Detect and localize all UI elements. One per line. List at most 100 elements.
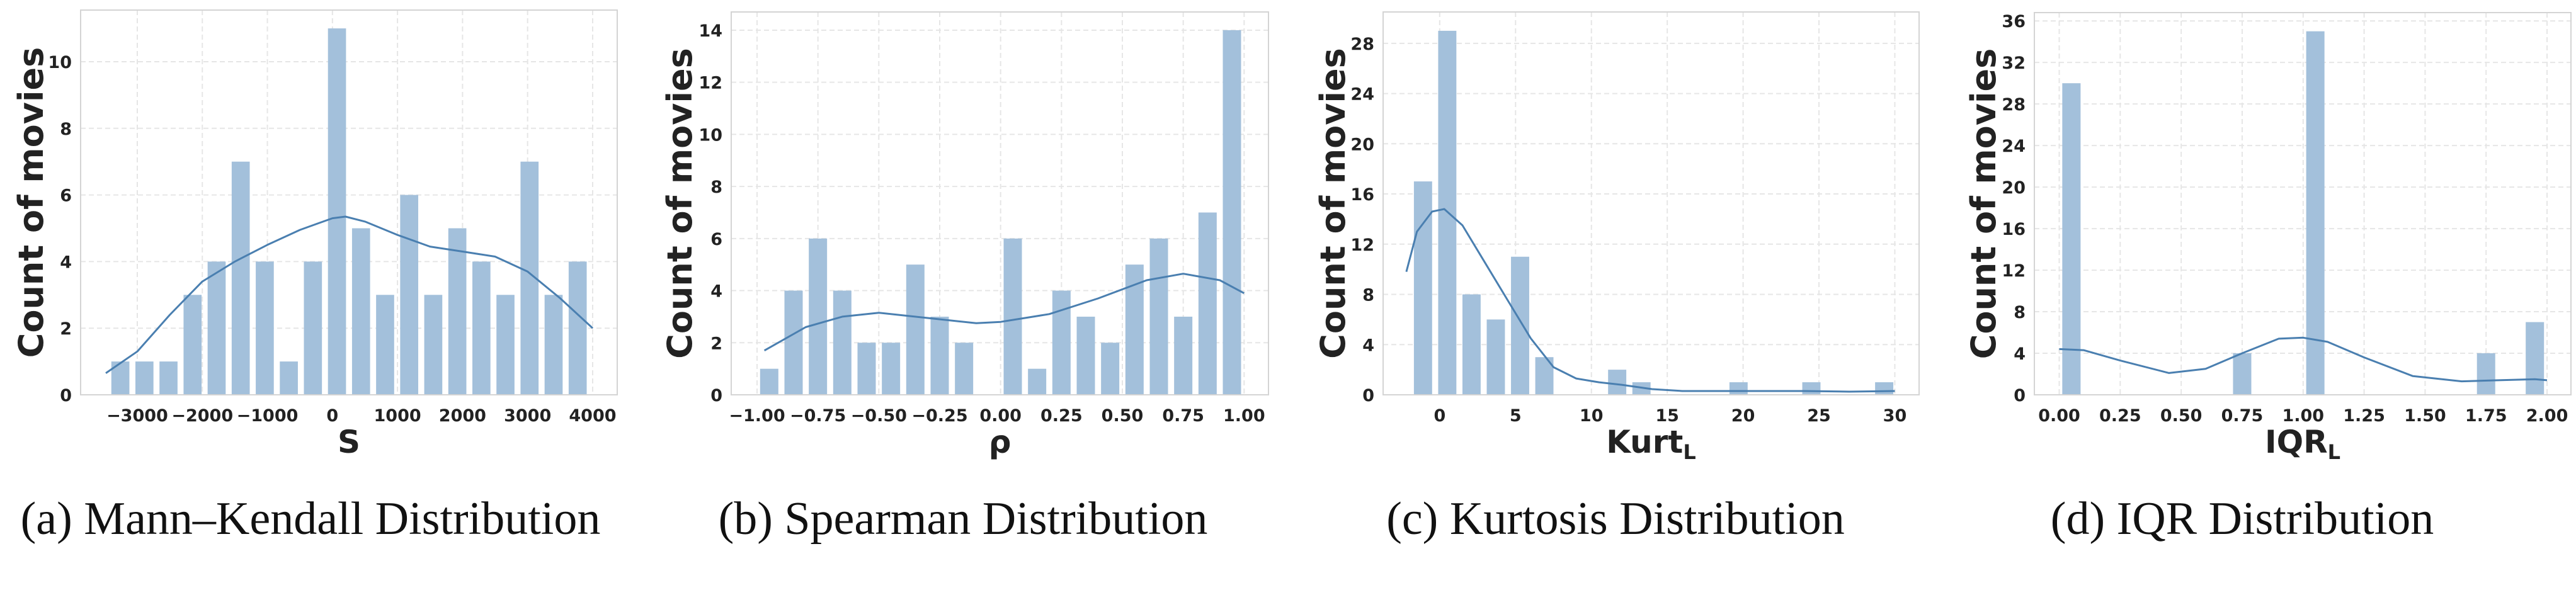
y-tick-label: 4 [2014,344,2026,364]
x-tick-label: 1.25 [2343,406,2385,426]
histogram-bar [2233,353,2252,395]
histogram-bar [1729,382,1748,395]
x-tick-label: 10 [1580,406,1604,426]
x-tick-label: −2000 [171,406,233,426]
histogram-bar [183,295,202,395]
histogram-bar [1486,319,1505,395]
y-tick-label: 8 [2014,303,2026,322]
y-tick-label: 28 [2002,95,2026,115]
histogram-bar [231,161,250,395]
y-tick-label: 6 [60,186,72,206]
histogram-bar [351,228,370,395]
y-tick-label: 24 [1350,85,1374,105]
x-tick-label: 25 [1807,406,1831,426]
x-tick-label: 0 [326,406,338,426]
y-tick-label: 36 [2002,12,2026,31]
y-axis-label: Count of movies [11,47,51,358]
histogram-bar [2306,31,2325,395]
x-axis-label-subscript: L [1683,440,1695,464]
x-tick-label: 2.00 [2526,406,2568,426]
y-tick-label: 6 [710,230,722,249]
y-tick-label: 12 [1350,235,1374,255]
histogram-bar [304,261,322,395]
y-tick-label: 28 [1350,35,1374,54]
kde-curve [763,273,1245,352]
x-axis-label-main: IQR [2265,424,2328,460]
x-tick-label: −0.50 [851,406,907,426]
x-tick-label: 15 [1655,406,1679,426]
x-tick-label: −0.25 [911,406,967,426]
plot-frame [80,9,618,395]
histogram-bar [1511,256,1529,395]
histogram-bar [930,316,949,395]
histogram-bar [1101,343,1120,395]
x-tick-label: 0.00 [2038,406,2080,426]
y-tick-label: 2 [60,319,72,339]
histogram-bar [448,228,467,395]
y-tick-label: 10 [698,125,722,145]
y-tick-label: 10 [48,53,72,72]
x-tick-label: 5 [1510,406,1522,426]
x-axis-label: ρ [989,424,1012,460]
y-tick-label: 16 [2002,220,2026,239]
histogram-bar [809,238,828,395]
x-tick-label: 1000 [374,406,421,426]
plot-frame [2034,12,2572,395]
y-tick-label: 4 [60,252,72,272]
histogram-bar [1413,181,1432,395]
histogram-bar [159,361,178,395]
x-tick-label: 0.50 [1102,406,1144,426]
x-tick-label: 4000 [569,406,616,426]
histogram-bar [568,261,587,395]
x-tick-label: 1.00 [2282,406,2324,426]
x-tick-label: −3000 [106,406,168,426]
histogram-bar [1802,382,1821,395]
x-tick-label: 0.75 [1162,406,1204,426]
x-tick-label: 0.00 [979,406,1022,426]
caption-b: (b) Spearman Distribution [718,493,1208,545]
x-tick-label: 0.50 [2160,406,2203,426]
x-axis-label-main: ρ [989,424,1012,460]
y-tick-label: 20 [1350,135,1374,154]
x-tick-label: 2000 [439,406,486,426]
histogram-bar [2476,353,2495,395]
x-tick-label: 0 [1433,406,1445,426]
caption-d: (d) IQR Distribution [2050,493,2434,545]
kde-curve [2059,336,2548,383]
y-tick-label: 20 [2002,178,2026,198]
x-tick-label: −1.00 [729,406,785,426]
y-tick-label: 8 [60,120,72,139]
histogram-bar [1222,30,1241,395]
x-tick-label: 30 [1883,406,1907,426]
histogram-bar [280,361,298,395]
y-tick-label: 8 [710,178,722,197]
y-tick-label: 32 [2002,54,2026,73]
x-axis-label: IQRL [2265,424,2340,464]
histogram-bar [2062,83,2081,395]
plot-frame [731,11,1269,395]
y-axis-label: Count of movies [1964,48,2003,359]
caption-a: (a) Mann–Kendall Distribution [20,493,601,545]
histogram-bar [207,261,226,395]
histogram-bar [1003,238,1022,395]
x-axis-label-main: Kurt [1606,424,1683,460]
x-tick-label: 20 [1731,406,1755,426]
y-tick-label: 0 [60,386,72,406]
histogram-bar [256,261,274,395]
x-axis-label-subscript: L [2328,440,2340,464]
histogram-bar [1028,368,1047,395]
histogram-bar [833,290,852,395]
y-tick-label: 4 [1362,336,1374,355]
x-tick-label: 0.25 [1040,406,1083,426]
y-tick-label: 14 [698,21,722,41]
histogram-bar [1608,370,1627,395]
histogram-bar [544,295,563,395]
x-tick-label: 1.00 [1223,406,1265,426]
y-tick-label: 0 [710,386,722,406]
chart-b: −1.00 −0.75 −0.50 −0.25 0.00 0.25 0.50 0.75 1.00… [660,11,1269,460]
x-tick-label: 0.75 [2221,406,2264,426]
y-tick-label: 16 [1350,185,1374,205]
x-tick-label: 1.75 [2465,406,2507,426]
